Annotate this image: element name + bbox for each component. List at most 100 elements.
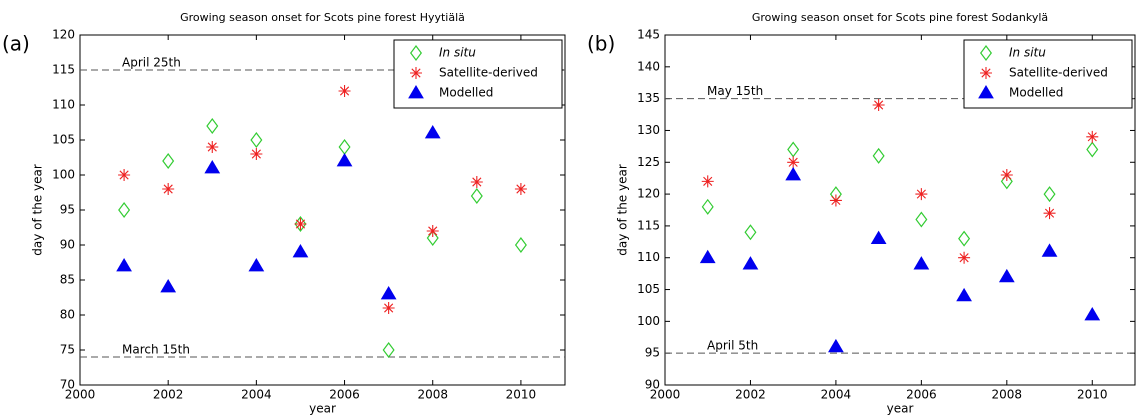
- x-tick-label: 2008: [992, 388, 1023, 402]
- triangle-marker: [380, 286, 397, 300]
- star-marker: [162, 183, 175, 195]
- y-tick-label: 120: [52, 28, 75, 42]
- chart-title: Growing season onset for Scots pine fore…: [180, 11, 465, 24]
- y-tick-label: 110: [637, 250, 660, 264]
- diamond-marker: [514, 237, 527, 253]
- x-axis-label: year: [887, 402, 914, 416]
- triangle-marker: [828, 338, 844, 353]
- x-tick-label: 2002: [153, 388, 184, 402]
- y-tick-label: 105: [52, 133, 75, 147]
- star-marker: [514, 183, 527, 195]
- y-tick-label: 110: [52, 98, 75, 112]
- y-tick-label: 140: [637, 59, 660, 73]
- diamond-marker: [744, 224, 757, 241]
- legend-label: Satellite-derived: [439, 66, 538, 80]
- diamond-marker: [958, 230, 971, 247]
- triangle-marker: [336, 153, 353, 167]
- star-marker: [294, 218, 307, 230]
- chart-title: Growing season onset for Scots pine fore…: [752, 11, 1048, 24]
- y-tick-label: 125: [637, 155, 660, 169]
- diamond-marker: [1043, 186, 1056, 203]
- star-marker: [980, 67, 992, 79]
- x-tick-label: 2010: [1077, 388, 1108, 402]
- diamond-marker: [426, 230, 439, 246]
- star-marker: [915, 188, 928, 201]
- star-marker: [1086, 130, 1099, 143]
- triangle-marker: [204, 160, 221, 174]
- legend-label: In situ: [1009, 46, 1046, 60]
- diamond-marker: [250, 132, 263, 148]
- star-marker: [958, 251, 971, 264]
- diamond-marker: [162, 153, 175, 169]
- x-tick-label: 2010: [506, 388, 537, 402]
- triangle-marker: [956, 287, 972, 302]
- triangle-marker: [424, 125, 441, 139]
- star-marker: [1043, 207, 1056, 220]
- y-axis-label: day of the year: [616, 164, 630, 256]
- y-tick-label: 100: [637, 314, 660, 328]
- reference-label: April 25th: [122, 56, 181, 70]
- y-tick-label: 130: [637, 123, 660, 137]
- diamond-marker: [294, 216, 307, 232]
- x-tick-label: 2004: [821, 388, 852, 402]
- y-tick-label: 105: [637, 282, 660, 296]
- y-tick-label: 95: [60, 203, 75, 217]
- star-marker: [410, 67, 422, 79]
- triangle-marker: [116, 258, 132, 272]
- x-tick-label: 2006: [329, 388, 360, 402]
- legend-label: Modelled: [1009, 86, 1063, 100]
- y-tick-label: 115: [637, 218, 660, 232]
- diamond-marker: [872, 147, 885, 164]
- diamond-marker: [470, 188, 483, 204]
- y-tick-label: 80: [60, 308, 75, 322]
- star-marker: [382, 302, 395, 314]
- legend-label: Modelled: [439, 86, 493, 100]
- triangle-marker: [292, 244, 309, 258]
- x-tick-label: 2002: [735, 388, 766, 402]
- y-tick-label: 75: [60, 343, 75, 357]
- y-tick-label: 100: [52, 168, 75, 182]
- x-tick-label: 2008: [417, 388, 448, 402]
- x-tick-label: 2000: [650, 388, 681, 402]
- star-marker: [250, 148, 263, 160]
- star-marker: [1000, 169, 1013, 181]
- reference-label: April 5th: [707, 339, 758, 353]
- legend-label: Satellite-derived: [1009, 66, 1108, 80]
- star-marker: [787, 156, 800, 169]
- y-tick-label: 145: [637, 28, 660, 42]
- x-tick-label: 2000: [65, 388, 96, 402]
- diamond-marker: [206, 118, 219, 134]
- diamond-marker: [915, 211, 928, 228]
- star-marker: [118, 169, 131, 181]
- triangle-marker: [742, 256, 759, 270]
- y-tick-label: 85: [60, 273, 75, 287]
- y-tick-label: 70: [60, 378, 75, 392]
- triangle-marker: [160, 279, 177, 293]
- diamond-marker: [701, 198, 714, 215]
- triangle-marker: [699, 249, 716, 264]
- x-axis-label: year: [309, 402, 336, 416]
- diamond-marker: [980, 45, 992, 61]
- y-tick-label: 115: [52, 63, 75, 77]
- triangle-marker: [1084, 307, 1101, 321]
- triangle-marker: [870, 230, 887, 245]
- triangle-marker: [248, 258, 265, 272]
- triangle-marker: [978, 85, 994, 99]
- diamond-marker: [118, 202, 131, 218]
- y-tick-label: 95: [645, 346, 660, 360]
- y-tick-label: 135: [637, 91, 660, 105]
- y-tick-label: 90: [60, 238, 75, 252]
- reference-label: May 15th: [707, 84, 763, 98]
- triangle-marker: [998, 268, 1015, 283]
- star-marker: [206, 141, 219, 153]
- diamond-marker: [382, 342, 395, 358]
- triangle-marker: [913, 256, 930, 270]
- triangle-marker: [408, 85, 424, 99]
- reference-label: March 15th: [122, 343, 190, 357]
- x-tick-label: 2004: [241, 388, 272, 402]
- x-tick-label: 2006: [906, 388, 937, 402]
- triangle-marker: [1041, 243, 1058, 257]
- star-marker: [829, 194, 842, 207]
- triangle-marker: [785, 167, 802, 181]
